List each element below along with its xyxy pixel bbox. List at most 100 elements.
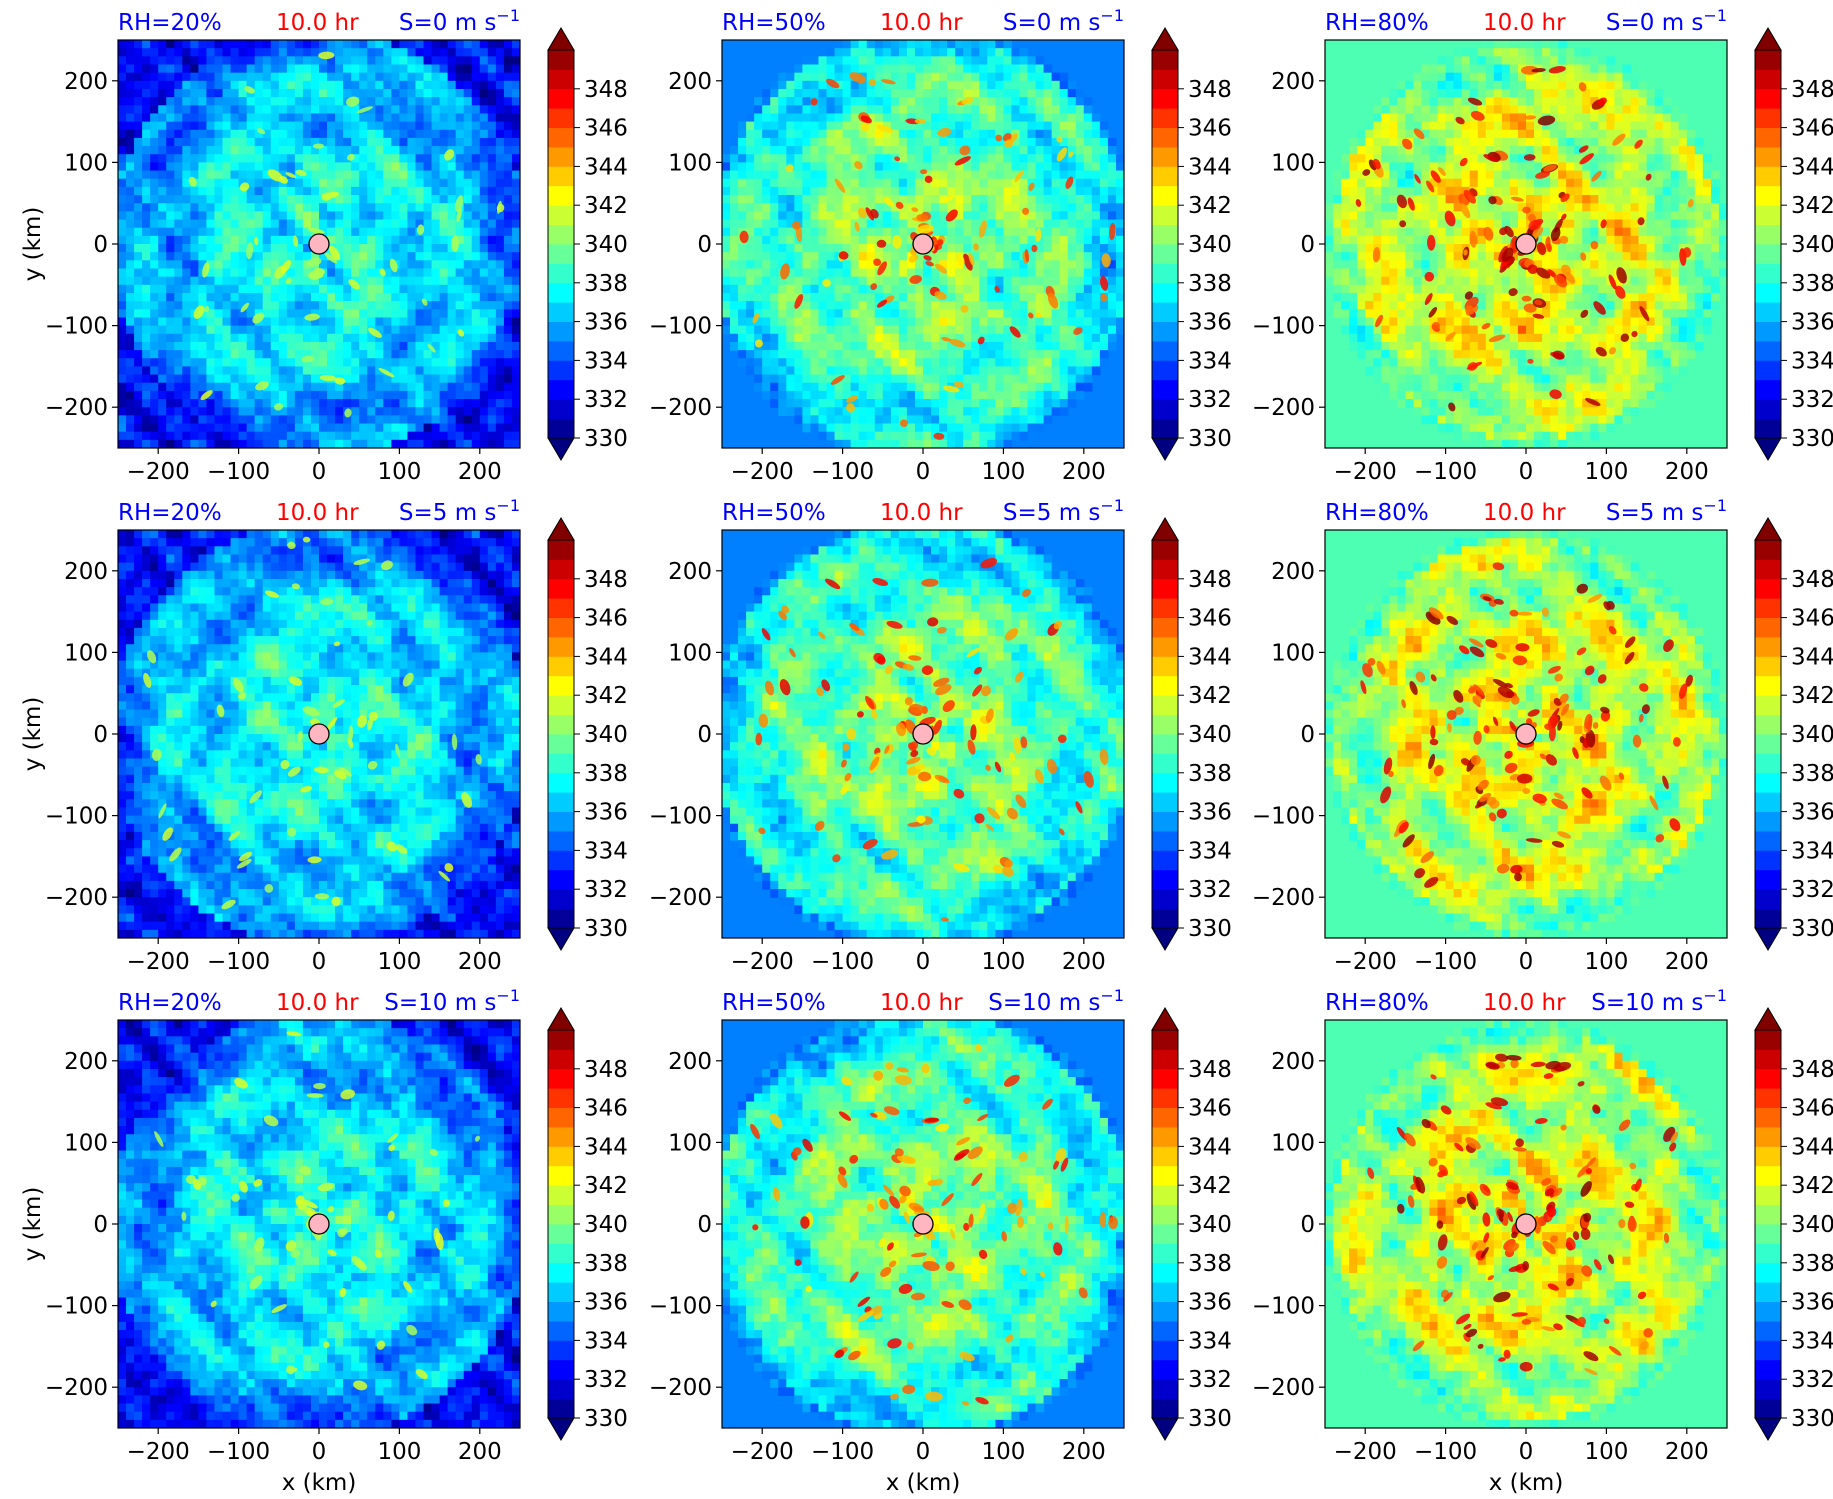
colorbar-tick-label: 344 [584,154,628,180]
colorbar-tick-label: 346 [1791,116,1833,142]
colorbar-tick-label: 338 [584,1251,628,1277]
x-tick-label: 0 [916,1439,931,1465]
storm-center-marker [912,1213,934,1235]
colorbar: 330 332 334 336 338 340 342 344 346 348 [547,1007,628,1441]
colorbar-extend-min [1151,437,1179,461]
colorbar-tick-label: 342 [1188,1173,1232,1199]
x-tick-label: −100 [207,459,270,485]
colorbar-tick-label: 336 [1188,1290,1232,1316]
colorbar-tick-label: 334 [584,1328,628,1354]
colorbar-tick-label: 332 [584,387,628,413]
colorbar-extend-max [547,1007,575,1031]
colorbar: 330 332 334 336 338 340 342 344 346 348 [547,517,628,951]
colorbar-tick-label: 336 [1188,800,1232,826]
x-tick-label: −100 [207,1439,270,1465]
time-title: 10.0 hr [1483,10,1566,36]
y-axis-label: y (km) [20,1187,46,1262]
colorbar-tick-label: 332 [1188,1367,1232,1393]
storm-center-marker [308,233,330,255]
y-tick-label: 100 [64,150,108,176]
y-tick-label: −100 [45,804,108,830]
x-tick-label: 100 [377,1439,421,1465]
y-tick-label: 100 [668,150,712,176]
x-tick-label: 0 [312,949,327,975]
colorbar-extend-min [1151,927,1179,951]
panel-1-3: −200 −100 0 100 200 −200 −100 0 100 200 RH=80% 10.0… [1252,6,1833,485]
colorbar-tick-label: 340 [584,232,628,258]
x-tick-label: −100 [207,949,270,975]
colorbar-tick-label: 336 [584,1290,628,1316]
colorbar: 330 332 334 336 338 340 342 344 346 348 [547,27,628,461]
heatmap-field [118,1020,520,1428]
colorbar-tick-label: 344 [1791,644,1833,670]
shear-title: S=5 m s−1 [399,496,520,526]
x-tick-label: 100 [1584,949,1628,975]
x-tick-label: 200 [1665,459,1709,485]
y-tick-label: −100 [649,314,712,340]
storm-center-marker [308,723,330,745]
y-tick-label: 100 [1271,640,1315,666]
x-tick-label: 200 [1062,1439,1106,1465]
y-tick-label: −200 [649,395,712,421]
colorbar-tick-label: 338 [1791,761,1833,787]
storm-center-marker [912,233,934,255]
colorbar-tick-label: 348 [1791,567,1833,593]
y-tick-label: −100 [1252,804,1315,830]
x-tick-label: −100 [1414,1439,1477,1465]
shear-title: S=10 m s−1 [1591,986,1727,1016]
colorbar-tick-label: 346 [1188,1096,1232,1122]
rh-title: RH=50% [722,990,826,1016]
y-tick-label: −100 [1252,1294,1315,1320]
heatmap-field [1325,1020,1727,1428]
colorbar-tick-label: 338 [1791,1251,1833,1277]
colorbar-extend-max [1754,27,1782,51]
x-tick-label: 200 [1665,949,1709,975]
x-tick-label: −200 [731,1439,794,1465]
y-tick-label: 200 [1271,1049,1315,1075]
panel-3-2: −200 −100 0 100 200 −200 −100 0 100 200 RH=50% 10.0… [649,986,1232,1496]
x-axis-label: x (km) [886,1470,961,1496]
x-tick-label: 100 [981,1439,1025,1465]
colorbar-tick-label: 342 [1188,193,1232,219]
x-tick-label: 100 [1584,1439,1628,1465]
x-tick-label: 0 [916,949,931,975]
colorbar-tick-label: 332 [1791,1367,1833,1393]
colorbar-tick-label: 332 [584,877,628,903]
rh-title: RH=20% [118,990,222,1016]
y-tick-label: −200 [45,885,108,911]
colorbar-tick-label: 330 [584,426,628,452]
colorbar-tick-label: 342 [1791,193,1833,219]
x-tick-label: 100 [377,459,421,485]
y-tick-label: 0 [93,722,108,748]
x-tick-label: 0 [1519,1439,1534,1465]
y-tick-label: 0 [1300,1212,1315,1238]
panel-2-3: −200 −100 0 100 200 −200 −100 0 100 200 RH=80% 10.0… [1252,496,1833,975]
colorbar-tick-label: 338 [1791,271,1833,297]
x-tick-label: −100 [1414,459,1477,485]
colorbar-tick-label: 334 [584,348,628,374]
colorbar-extend-min [1754,927,1782,951]
colorbar-tick-label: 334 [1188,348,1232,374]
colorbar-tick-label: 330 [1188,426,1232,452]
x-axis-label: x (km) [1489,1470,1564,1496]
colorbar-tick-label: 334 [1188,838,1232,864]
time-title: 10.0 hr [276,500,359,526]
storm-center-marker [1515,233,1537,255]
x-tick-label: 0 [1519,459,1534,485]
panel-2-2: −200 −100 0 100 200 −200 −100 0 100 200 RH=50% 10.0… [649,496,1232,975]
colorbar-tick-label: 344 [584,644,628,670]
shear-title: S=0 m s−1 [399,6,520,36]
x-tick-label: −200 [127,1439,190,1465]
x-tick-label: 100 [1584,459,1628,485]
y-tick-label: −200 [649,1375,712,1401]
colorbar-tick-label: 346 [1791,1096,1833,1122]
colorbar-tick-label: 346 [1188,116,1232,142]
rh-title: RH=20% [118,10,222,36]
colorbar-tick-label: 334 [1188,1328,1232,1354]
y-tick-label: 200 [668,559,712,585]
colorbar-tick-label: 348 [1188,1057,1232,1083]
panel-1-2: −200 −100 0 100 200 −200 −100 0 100 200 RH=50% 10.0… [649,6,1232,485]
colorbar-tick-label: 346 [584,116,628,142]
colorbar-tick-label: 338 [1188,271,1232,297]
